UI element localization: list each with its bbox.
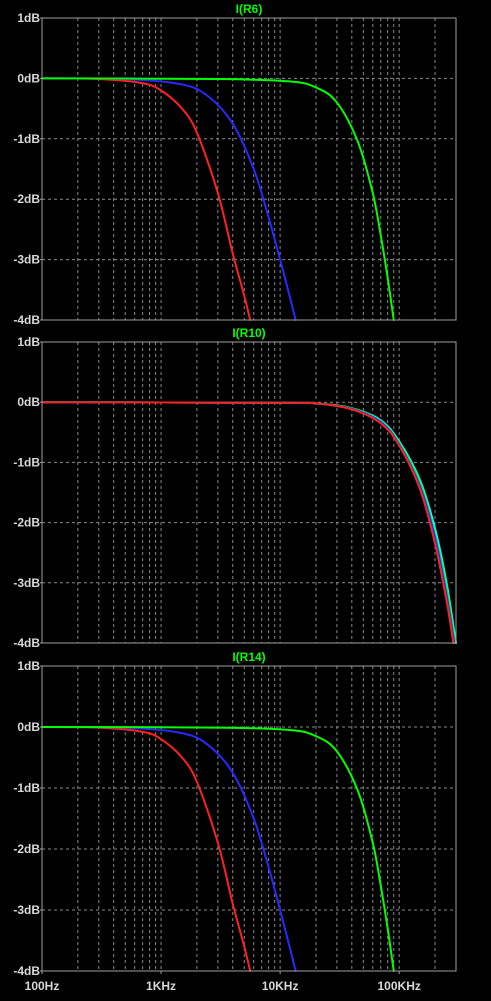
x-tick-label: 10KHz [262,979,299,993]
chart-panel-1: I(R6) 1dB 0dB -1dB -2dB -3dB -4dB [13,2,457,327]
y-tick-label: -2dB [13,516,40,530]
y-tick-label: -4dB [13,964,40,978]
y-tick-label: 0dB [17,71,40,85]
series-line-3 [41,726,395,972]
plot-frame [41,17,457,321]
x-tick-label: 1KHz [146,979,176,993]
chart-panel-2: I(R10) 1dB 0dB -1dB -2dB -3dB -4dB [13,326,457,650]
y-tick-label: -4dB [13,313,40,327]
y-tick-label: -3dB [13,253,40,267]
y-tick-label: -1dB [13,781,40,795]
y-tick-label: -2dB [13,192,40,206]
y-tick-label: 0dB [17,720,40,734]
grid [42,18,456,320]
series-group [41,401,457,644]
series-line-2 [41,77,297,321]
series-line-1 [41,726,252,972]
y-tick-label: -1dB [13,455,40,469]
chart-title: I(R6) [236,2,263,16]
series-line-1 [41,77,252,321]
x-tick-label: 100Hz [25,979,60,993]
y-tick-label: 0dB [17,395,40,409]
plot-frame [41,665,457,972]
x-tick-label: 100KHz [378,979,421,993]
y-tick-label: 1dB [17,11,40,25]
grid [42,666,456,971]
y-tick-label: -4dB [13,636,40,650]
series-line-2 [41,725,297,972]
x-axis: 100Hz 1KHz 10KHz 100KHz [25,971,421,993]
y-tick-label: -3dB [13,903,40,917]
chart-title: I(R10) [232,326,265,340]
y-tick-label: 1dB [17,335,40,349]
series-group [41,77,395,321]
plot-frame [41,341,457,644]
series-line-4 [41,401,455,644]
series-group [41,725,395,972]
chart-panel-3: I(R14) 1dB 0dB -1dB -2dB -3dB -4dB [13,650,457,978]
y-tick-label: -1dB [13,132,40,146]
y-tick-label: -3dB [13,576,40,590]
grid [42,342,456,643]
chart-title: I(R14) [232,650,265,664]
y-tick-label: -2dB [13,842,40,856]
series-line-3 [41,77,395,321]
y-tick-label: 1dB [17,659,40,673]
